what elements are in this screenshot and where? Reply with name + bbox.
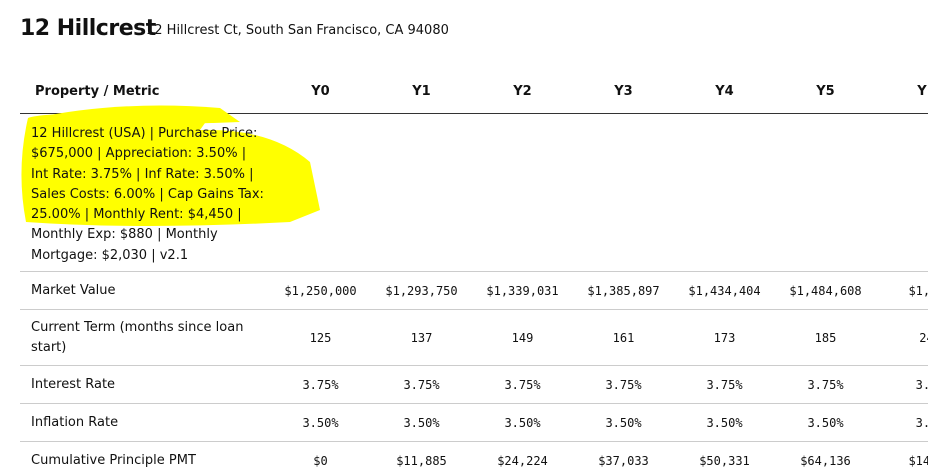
data-row: Interest Rate 3.75% 3.75% 3.75% 3.75% 3.75% 3.… — [20, 365, 928, 404]
data-row: Current Term (months since loan start) 12… — [20, 309, 928, 366]
cell: $37,033 — [573, 441, 674, 469]
column-header: Y5 — [775, 70, 876, 114]
cell: 3.75% — [270, 365, 371, 404]
metric-label: Market Value — [20, 271, 270, 310]
column-header: Y2 — [472, 70, 573, 114]
column-header: Y0 — [270, 70, 371, 114]
cell: 3.50% — [674, 403, 775, 442]
cell: 185 — [775, 309, 876, 366]
column-header: Y1 — [371, 70, 472, 114]
cell: $50,331 — [674, 441, 775, 469]
cell: 3.50% — [472, 403, 573, 442]
cell: 3.75% — [371, 365, 472, 404]
cell: 125 — [270, 309, 371, 366]
cell: $141, — [876, 441, 928, 469]
cell: 24 — [876, 309, 928, 366]
cell: 3.75% — [775, 365, 876, 404]
metric-label: Current Term (months since loan start) — [20, 309, 270, 366]
cell: $1,434,404 — [674, 271, 775, 310]
column-header: Y1 — [876, 70, 928, 114]
cell: 173 — [674, 309, 775, 366]
cell: $1,250,000 — [270, 271, 371, 310]
data-row: Inflation Rate 3.50% 3.50% 3.50% 3.50% 3.50% 3… — [20, 403, 928, 442]
cell: $1,385,897 — [573, 271, 674, 310]
data-row: Market Value $1,250,000 $1,293,750 $1,339,0… — [20, 271, 928, 310]
address: 12 Hillcrest Ct, South San Francisco, CA… — [146, 23, 449, 38]
cell: 3.75% — [472, 365, 573, 404]
cell: 3.50% — [371, 403, 472, 442]
column-header: Y4 — [674, 70, 775, 114]
cell: $1,484,608 — [775, 271, 876, 310]
cell: $1,339,031 — [472, 271, 573, 310]
page-title: 12 Hillcrest — [20, 16, 156, 41]
column-header: Y3 — [573, 70, 674, 114]
highlight — [21, 105, 320, 226]
data-row: Cumulative Principle PMT $0 $11,885 $24,224… — [20, 441, 928, 469]
cell: $1,76 — [876, 271, 928, 310]
cell: $1,293,750 — [371, 271, 472, 310]
cell: 3.50% — [775, 403, 876, 442]
description: 12 Hillcrest (USA) | Purchase Price: $67… — [31, 126, 264, 263]
cell: $11,885 — [371, 441, 472, 469]
cell: 3.75% — [573, 365, 674, 404]
cell: 3.7 — [876, 365, 928, 404]
metric-label: Interest Rate — [20, 365, 270, 404]
cell: $24,224 — [472, 441, 573, 469]
metric-label: Inflation Rate — [20, 403, 270, 442]
cell: 3.50% — [573, 403, 674, 442]
metric-label: Cumulative Principle PMT — [20, 441, 270, 469]
description-row: 12 Hillcrest (USA) | Purchase Price: $67… — [20, 105, 928, 272]
cell: 3.75% — [674, 365, 775, 404]
cell: 3.5 — [876, 403, 928, 442]
cell: 3.50% — [270, 403, 371, 442]
cell: $0 — [270, 441, 371, 469]
cell: 161 — [573, 309, 674, 366]
cell: $64,136 — [775, 441, 876, 469]
cell: 149 — [472, 309, 573, 366]
cell: 137 — [371, 309, 472, 366]
